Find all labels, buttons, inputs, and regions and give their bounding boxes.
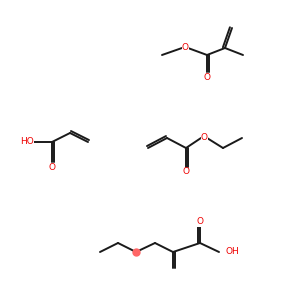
Text: O: O — [182, 167, 190, 176]
Text: O: O — [196, 218, 203, 226]
Text: O: O — [203, 73, 211, 82]
Text: O: O — [182, 44, 188, 52]
Text: OH: OH — [225, 248, 239, 256]
Text: O: O — [200, 134, 208, 142]
Text: O: O — [49, 163, 56, 172]
Text: HO: HO — [20, 137, 34, 146]
